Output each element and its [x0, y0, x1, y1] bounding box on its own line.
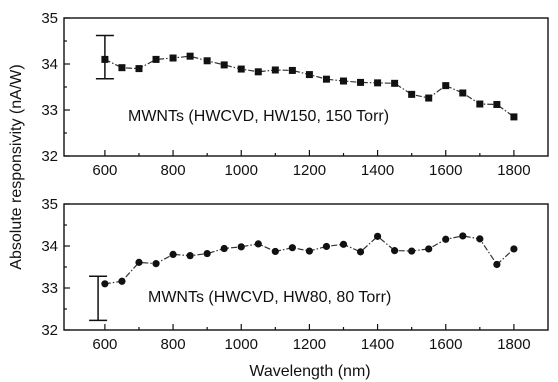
- x-tick-label: 1600: [429, 162, 462, 179]
- data-point: [356, 248, 365, 256]
- x-tick-label: 800: [161, 336, 186, 353]
- x-tick-label: 1400: [361, 162, 394, 179]
- data-point: [510, 113, 518, 121]
- y-axis-title: Absolute responsivity (nA/W): [8, 64, 25, 269]
- data-point: [135, 65, 143, 73]
- x-tick-label: 1000: [225, 162, 258, 179]
- data-point: [186, 252, 194, 260]
- data-point: [271, 66, 279, 74]
- y-tick-label: 33: [41, 102, 58, 119]
- x-tick-label: 1600: [429, 336, 462, 353]
- x-axis-title: Wavelength (nm): [249, 363, 370, 380]
- data-point: [186, 52, 194, 60]
- plot-frame: [63, 203, 549, 331]
- data-point: [152, 260, 160, 268]
- data-point: [135, 258, 143, 266]
- top-panel: 600 800 1000 1200 1400 1600 1800 32 33 34 35 MWNTs …: [41, 10, 549, 179]
- data-point: [408, 90, 416, 98]
- y-tick-label: 35: [41, 196, 58, 213]
- y-tick-label: 32: [41, 322, 58, 339]
- x-tick-label: 1400: [361, 336, 394, 353]
- x-tick-label: 600: [92, 336, 117, 353]
- data-point: [118, 64, 126, 72]
- data-point: [339, 240, 348, 248]
- series-annotation: MWNTs (HWCVD, HW150, 150 Torr): [128, 108, 389, 125]
- data-point: [510, 245, 518, 253]
- data-point: [169, 250, 177, 258]
- y-tick-label: 33: [41, 280, 58, 297]
- data-point: [118, 277, 126, 285]
- x-tick-label: 1200: [293, 162, 326, 179]
- data-point: [476, 235, 484, 243]
- data-point: [220, 244, 228, 253]
- data-point: [305, 71, 313, 79]
- data-point: [373, 232, 382, 240]
- data-point: [442, 235, 450, 243]
- data-point: [339, 77, 347, 85]
- data-point: [322, 75, 330, 83]
- x-tick-label: 1800: [497, 162, 530, 179]
- series-annotation: MWNTs (HWCVD, HW80, 80 Torr): [148, 289, 391, 306]
- data-point: [152, 55, 160, 63]
- data-point: [169, 54, 177, 62]
- x-tick-label: 1000: [225, 336, 258, 353]
- y-tick-label: 35: [41, 10, 58, 27]
- data-point: [288, 244, 296, 252]
- x-tick-label: 1800: [497, 336, 530, 353]
- data-point: [459, 89, 467, 97]
- data-point: [408, 247, 416, 255]
- data-point: [271, 247, 279, 256]
- data-point: [391, 79, 399, 87]
- data-point: [374, 79, 382, 87]
- data-point: [425, 245, 433, 253]
- data-point: [493, 260, 501, 269]
- series-line: [104, 235, 515, 285]
- bottom-panel: 600 800 1000 1200 1400 1600 1800 32 33 34 35 MWNTs …: [41, 196, 549, 353]
- data-point: [493, 100, 501, 108]
- y-tick-label: 34: [41, 238, 58, 255]
- data-point: [254, 68, 262, 76]
- data-point: [442, 82, 450, 90]
- y-tick-label: 32: [41, 148, 58, 165]
- data-point: [476, 100, 484, 108]
- data-point: [220, 61, 228, 69]
- y-tick-label: 34: [41, 56, 58, 73]
- data-point: [101, 280, 109, 288]
- data-point: [425, 94, 433, 102]
- x-tick-label: 600: [92, 162, 117, 179]
- data-point: [305, 247, 314, 255]
- data-point: [459, 232, 467, 240]
- x-tick-label: 1200: [293, 336, 326, 353]
- plot-frame: [63, 17, 549, 157]
- data-point: [203, 249, 211, 258]
- data-point: [322, 242, 331, 251]
- data-point: [391, 247, 399, 255]
- x-tick-label: 800: [161, 162, 186, 179]
- data-point: [237, 65, 245, 73]
- data-point: [254, 240, 262, 248]
- data-point: [203, 57, 211, 65]
- data-point: [288, 66, 296, 74]
- data-point: [357, 78, 365, 86]
- data-point: [237, 243, 245, 251]
